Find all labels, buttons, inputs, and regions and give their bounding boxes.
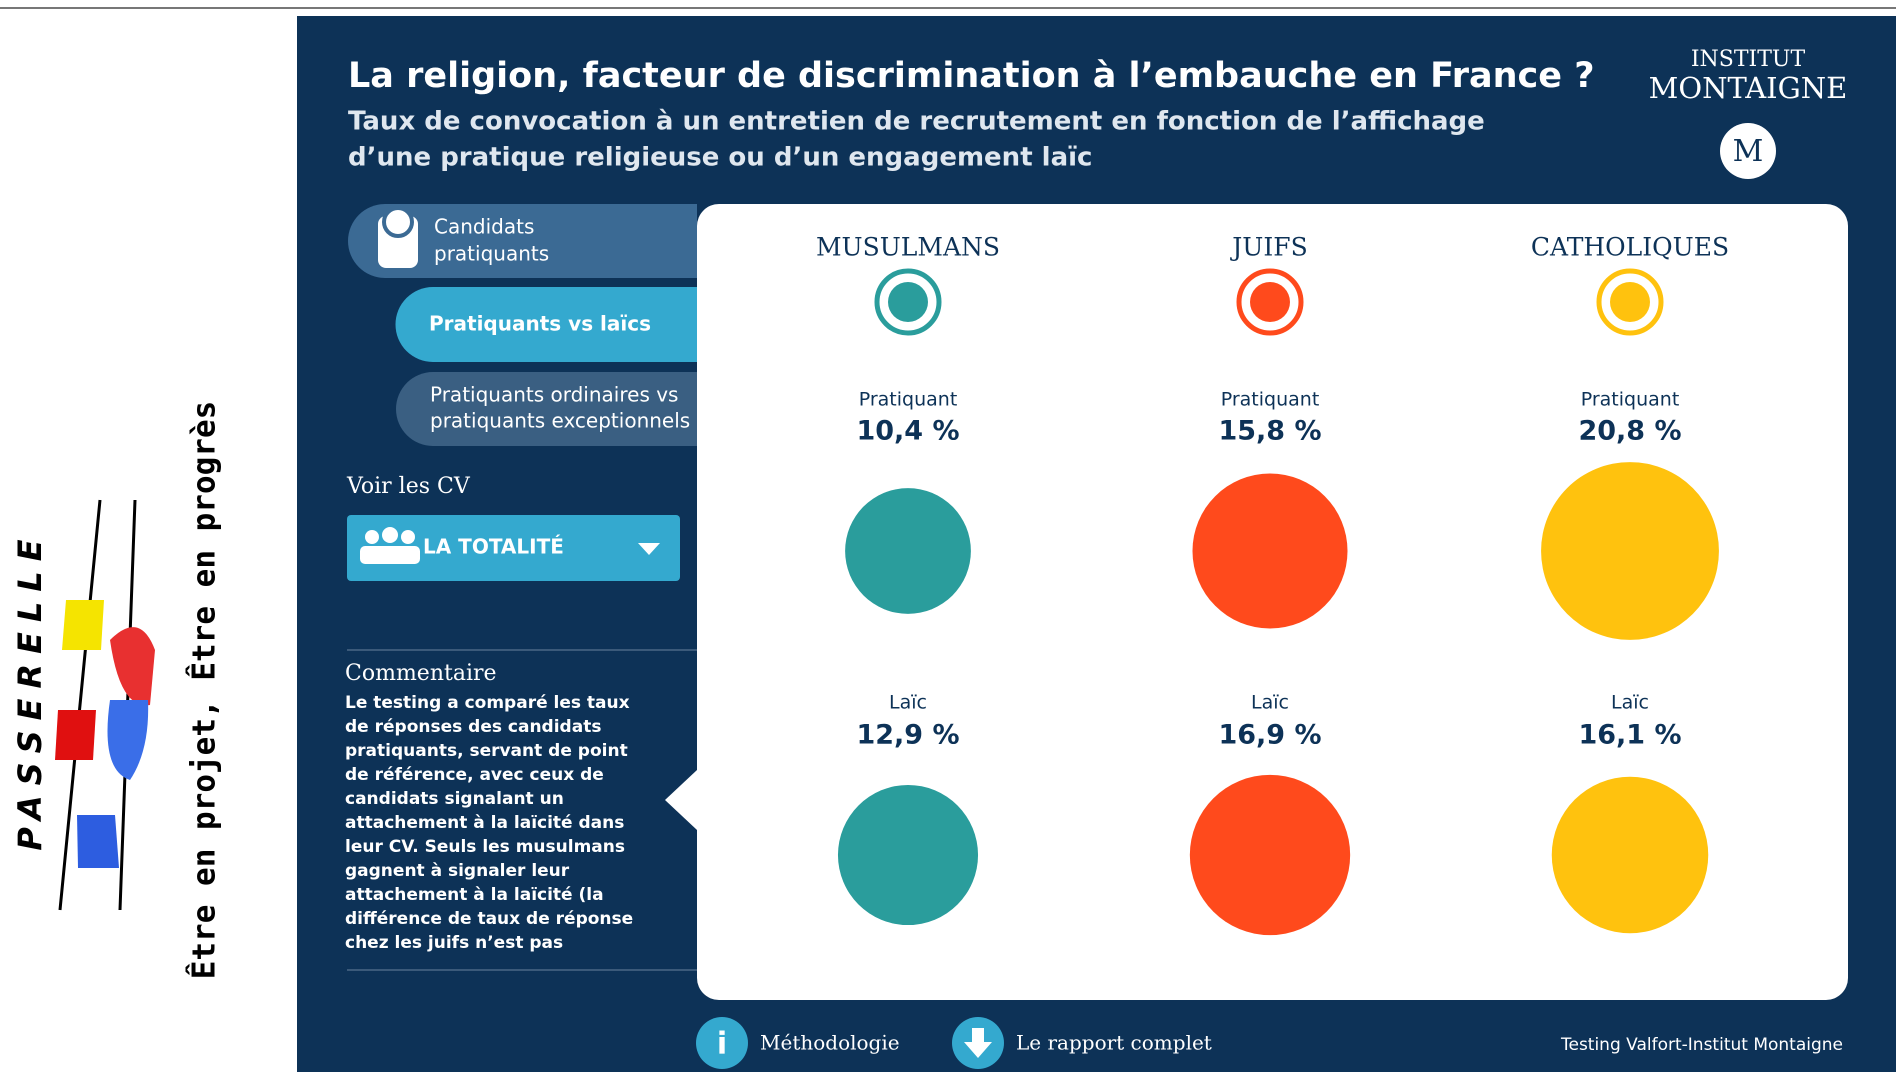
ladder-step: [77, 815, 119, 868]
religion-icon: [888, 282, 928, 322]
title: La religion, facteur de discrimination à…: [348, 56, 1595, 96]
comment-line: attachement à la laïcité dans: [345, 813, 624, 833]
ladder-step: [55, 710, 96, 760]
ladder-step: [62, 600, 104, 650]
group-name: MUSULMANS: [816, 233, 1000, 262]
row-label: Laïc: [889, 692, 927, 714]
rate-bubble: [1192, 473, 1347, 628]
comment-line: différence de taux de réponse: [345, 909, 633, 929]
credit: Testing Valfort-Institut Montaigne: [1560, 1035, 1843, 1055]
religion-icon: [1250, 282, 1290, 322]
institute-name: INSTITUT: [1691, 47, 1806, 72]
tab-label[interactable]: Pratiquants ordinaires vs: [430, 383, 678, 407]
page: PASSERELLE Être en projet, Être en progr…: [0, 0, 1896, 1072]
value-label: 15,8 %: [1218, 416, 1321, 447]
comment-line: pratiquants, servant de point: [345, 741, 628, 761]
tagline: Être en projet, Être en progrès: [187, 401, 223, 980]
comment-line: gagnent à signaler leur: [345, 861, 570, 881]
rate-bubble: [1552, 777, 1708, 933]
value-label: 10,4 %: [856, 416, 959, 447]
row-label: Laïc: [1251, 692, 1289, 714]
religion-icon: [1610, 282, 1650, 322]
row-label: Pratiquant: [1581, 389, 1680, 411]
comment-line: de réponses des candidats: [345, 717, 601, 737]
tab-label[interactable]: Pratiquants vs laïcs: [429, 312, 651, 336]
group-name: JUIFS: [1229, 233, 1307, 262]
group-name: CATHOLIQUES: [1531, 233, 1729, 262]
comment-body: Le testing a comparé les taux de réponses…: [345, 693, 633, 953]
comment-line: leur CV. Seuls les musulmans: [345, 837, 625, 857]
cv-label: Voir les CV: [346, 474, 471, 499]
rate-bubble: [845, 488, 971, 614]
subtitle: d’une pratique religieuse ou d’un engage…: [348, 143, 1092, 173]
row-label: Pratiquant: [1221, 389, 1320, 411]
subtitle: Taux de convocation à un entretien de re…: [348, 107, 1485, 137]
footer-link[interactable]: Le rapport complet: [1016, 1031, 1212, 1055]
rate-bubble: [838, 785, 978, 925]
rate-bubble: [1541, 462, 1719, 640]
value-label: 20,8 %: [1578, 416, 1681, 447]
comment-title: Commentaire: [345, 661, 497, 686]
person-icon: [384, 208, 412, 236]
comment-line: chez les juifs n’est pas: [345, 933, 563, 953]
logo-text: PASSERELLE: [11, 529, 49, 850]
institute-name: MONTAIGNE: [1649, 71, 1848, 105]
institute-monogram: M: [1733, 134, 1764, 169]
slide: PASSERELLE Être en projet, Être en progr…: [0, 0, 1896, 1072]
value-label: 12,9 %: [856, 720, 959, 751]
rate-bubble: [1190, 775, 1350, 935]
row-label: Pratiquant: [859, 389, 958, 411]
comment-line: attachement à la laïcité (la: [345, 885, 604, 905]
footer-link[interactable]: Méthodologie: [760, 1031, 900, 1055]
info-glyph: i: [717, 1027, 727, 1062]
tab-label[interactable]: pratiquants exceptionnels: [430, 409, 690, 433]
comment-line: candidats signalant un: [345, 789, 564, 809]
row-label: Laïc: [1611, 692, 1649, 714]
value-label: 16,9 %: [1218, 720, 1321, 751]
comment-line: Le testing a comparé les taux: [345, 693, 630, 713]
dropdown-label[interactable]: LA TOTALITÉ: [423, 535, 564, 559]
tab-label[interactable]: Candidats: [434, 215, 534, 239]
comment-line: de référence, avec ceux de: [345, 765, 604, 785]
tab-label[interactable]: pratiquants: [434, 242, 549, 266]
value-label: 16,1 %: [1578, 720, 1681, 751]
